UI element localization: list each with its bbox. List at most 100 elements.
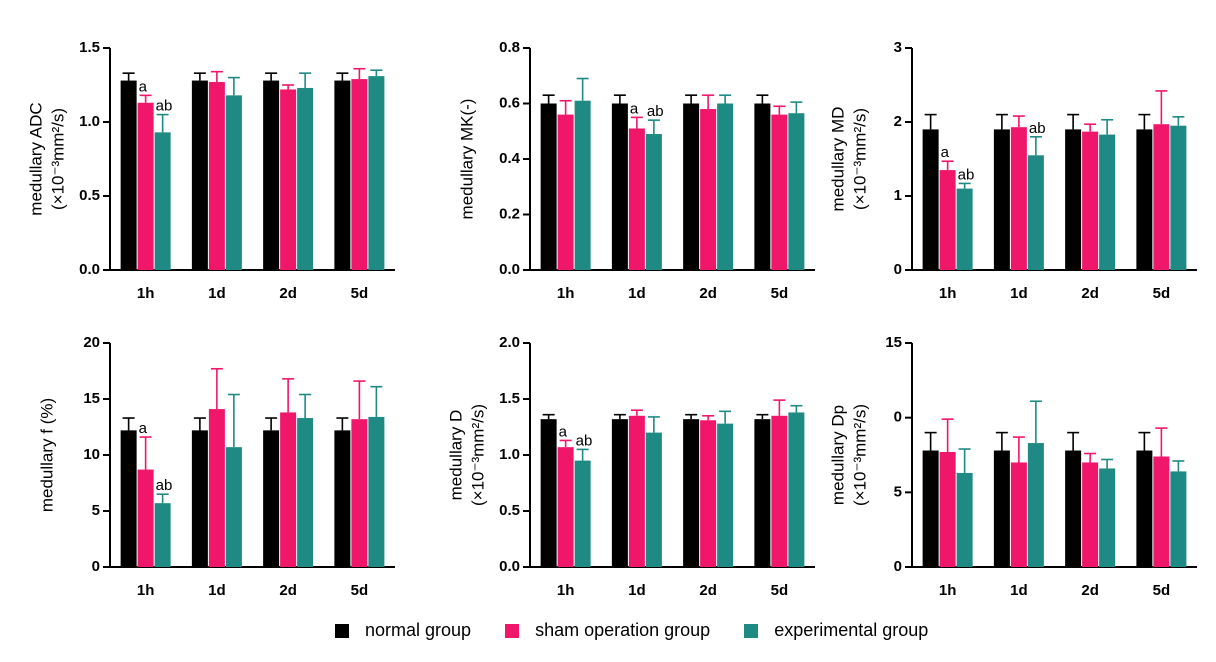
- error-bar: [1084, 452, 1097, 463]
- bar: [771, 415, 788, 567]
- y-tick-label: 1.5: [79, 39, 100, 56]
- bar: [280, 89, 297, 270]
- significance-label: ab: [647, 103, 664, 120]
- y-axis-label: medullary MD: [828, 107, 847, 212]
- bar: [297, 87, 314, 271]
- error-bar: [1138, 113, 1151, 130]
- significance-label: a: [559, 423, 568, 440]
- error-bar: [924, 431, 937, 451]
- bar: [334, 430, 351, 567]
- legend-item: sham operation group: [505, 620, 710, 641]
- error-bar: [613, 413, 626, 420]
- error-bar: [265, 417, 278, 431]
- error-bar: [282, 378, 295, 413]
- x-tick-label: 1d: [208, 285, 226, 302]
- error-bar: [265, 72, 278, 81]
- error-bar: [790, 404, 803, 413]
- significance-label: a: [139, 420, 148, 437]
- error-bar: [1138, 431, 1151, 451]
- y-tick-label: 0.0: [499, 261, 520, 278]
- bar: [788, 412, 805, 567]
- y-axis-label: (×10⁻³mm²/s): [850, 108, 869, 210]
- error-bar: [958, 182, 971, 189]
- error-bar: [924, 113, 937, 130]
- x-tick-label: 1d: [628, 285, 646, 302]
- x-tick-label: 1h: [137, 285, 155, 302]
- error-bar: [647, 119, 660, 135]
- error-bar: [995, 431, 1008, 451]
- error-bar: [685, 413, 698, 420]
- bar: [1065, 450, 1082, 567]
- error-bar: [370, 385, 383, 417]
- y-axis-label: medullary D: [446, 410, 465, 501]
- y-tick-label: 1: [894, 187, 902, 204]
- error-bar: [1155, 427, 1168, 457]
- bar: [1153, 456, 1170, 567]
- bar: [754, 419, 771, 567]
- panel: 0 5 10 15 20 medullary f (%) 1h 1d 2d 5d a ab: [37, 334, 395, 599]
- error-bar: [542, 413, 555, 420]
- y-tick-label: 0.2: [499, 205, 520, 222]
- error-bar: [336, 72, 349, 81]
- error-bar: [1172, 116, 1185, 126]
- y-tick-label: 3: [894, 39, 902, 56]
- panel: 0 5 0 15 medullary Dp (×10⁻³mm²/s) 1h 1d 2d 5d: [828, 334, 1197, 599]
- error-bar: [941, 418, 954, 453]
- error-bar: [756, 413, 769, 420]
- error-bar: [353, 67, 366, 80]
- error-bar: [719, 410, 732, 424]
- y-tick-label: 5: [894, 483, 902, 500]
- error-bar: [773, 105, 786, 115]
- y-axis-label: (×10⁻³mm²/s): [48, 108, 67, 210]
- legend-label: sham operation group: [535, 620, 711, 640]
- x-tick-label: 1h: [557, 582, 575, 599]
- error-bar: [756, 94, 769, 104]
- bar: [368, 416, 385, 567]
- error-bar: [576, 77, 589, 101]
- error-bar: [370, 69, 383, 77]
- bar: [137, 469, 154, 567]
- y-axis-label: medullary MK(-): [457, 99, 476, 220]
- bar: [754, 103, 771, 270]
- bar: [540, 419, 557, 567]
- bar: [956, 188, 973, 270]
- bar: [700, 420, 717, 567]
- bar: [993, 129, 1010, 270]
- bar: [557, 447, 574, 567]
- y-tick-label: 0.5: [79, 187, 100, 204]
- y-tick-label: 0: [92, 558, 100, 575]
- y-tick-label: 5: [92, 502, 100, 519]
- error-bar: [1067, 113, 1080, 130]
- bar: [922, 129, 939, 270]
- error-bar: [773, 399, 786, 416]
- y-axis-label: medullary ADC: [26, 102, 45, 215]
- x-tick-label: 1h: [939, 285, 957, 302]
- x-tick-label: 5d: [771, 582, 789, 599]
- panel: 0.0 0.5 1.0 1.5 medullary ADC (×10⁻³mm²/s) 1h 1…: [26, 39, 395, 302]
- bar: [788, 113, 805, 271]
- legend-swatch: [744, 623, 759, 638]
- error-bar: [685, 94, 698, 104]
- y-tick-label: 0: [894, 261, 902, 278]
- significance-label: a: [139, 78, 148, 95]
- y-axis-label: medullary Dp: [828, 405, 847, 505]
- x-tick-label: 1d: [1010, 582, 1028, 599]
- y-tick-label: 0.0: [499, 558, 520, 575]
- bar: [628, 128, 645, 270]
- error-bar: [193, 72, 206, 81]
- x-tick-label: 5d: [1153, 285, 1171, 302]
- y-tick-label: 0.5: [499, 502, 520, 519]
- bar: [1099, 468, 1116, 567]
- error-bar: [1172, 460, 1185, 472]
- error-bar: [139, 94, 152, 103]
- error-bar: [353, 380, 366, 420]
- error-bar: [702, 94, 715, 110]
- error-bar: [210, 70, 223, 83]
- bar: [334, 80, 351, 270]
- x-tick-label: 1h: [557, 285, 575, 302]
- bar: [1136, 129, 1153, 270]
- x-tick-label: 2d: [699, 582, 717, 599]
- error-bar: [282, 84, 295, 90]
- bar: [120, 430, 137, 567]
